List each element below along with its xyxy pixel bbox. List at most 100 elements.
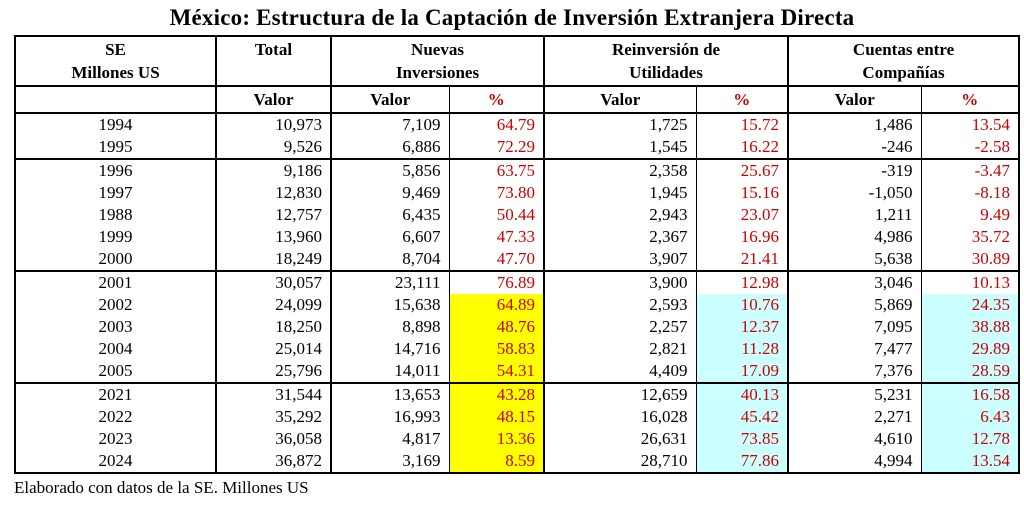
year-cell: 2024: [15, 450, 217, 473]
cuentas-valor-cell: -319: [788, 158, 922, 182]
nuevas-valor-cell: 15,638: [331, 294, 450, 316]
cuentas-pct-cell: 16.58: [921, 382, 1020, 406]
total-valor-cell: 36,058: [216, 428, 332, 450]
page-title: México: Estructura de la Captación de In…: [169, 5, 855, 30]
table-row: 2000 18,249 8,704 47.70 3,907 21.41 5,638 30.89: [15, 248, 1019, 271]
cuentas-pct-cell: 35.72: [971, 227, 1011, 246]
cuentas-pct-cell: 13.54: [921, 450, 1020, 473]
table-row: 1994 10,973 7,109 64.79 1,725 15.72 1,486 13.54: [15, 113, 1019, 136]
reinversion-pct-cell: 15.72: [696, 113, 790, 136]
total-valor-cell: 9,186: [216, 158, 332, 182]
year-cell: 2004: [15, 338, 217, 360]
cuentas-valor-cell: 3,046: [788, 270, 922, 294]
reinversion-pct-cell: 12.37: [696, 316, 790, 338]
reinversion-pct-cell: 16.96: [696, 226, 790, 248]
header-se-millones: SE Millones US: [15, 36, 217, 87]
reinversion-valor-cell: 2,367: [544, 226, 697, 248]
table-row: 1995 9,526 6,886 72.29 1,545 16.22 -246 -2.58: [15, 136, 1019, 159]
nuevas-pct-cell: 76.89: [449, 270, 545, 294]
cuentas-pct-cell: -8.18: [974, 183, 1011, 202]
table-row: 2023 36,058 4,817 13.36 26,631 73.85 4,610 12.7…: [15, 428, 1020, 450]
nuevas-pct-cell: 47.70: [449, 248, 545, 271]
cuentas-valor-cell: 5,231: [788, 382, 922, 406]
table-row: 2004 25,014 14,716 58.83 2,821 11.28 7,477 29.8…: [15, 338, 1020, 360]
reinversion-valor-cell: 1,945: [544, 182, 697, 204]
nuevas-pct-cell: 47.33: [449, 226, 545, 248]
header-sub-row: Valor Valor % Valor % Valor %: [15, 86, 1020, 114]
header-total-valor: Valor: [216, 86, 332, 114]
year-cell: 1997: [15, 182, 217, 204]
cuentas-valor-cell: 4,610: [788, 428, 922, 450]
total-valor-cell: 18,249: [216, 248, 332, 271]
nuevas-pct-cell: 48.15: [449, 406, 545, 428]
reinversion-pct-cell: 12.98: [696, 270, 790, 294]
nuevas-valor-cell: 6,886: [331, 136, 450, 159]
table-row: 2003 18,250 8,898 48.76 2,257 12.37 7,095 38.88: [15, 316, 1020, 338]
reinversion-pct-cell: 23.07: [696, 204, 790, 226]
reinversion-valor-cell: 3,900: [544, 270, 697, 294]
year-cell: 1996: [15, 158, 217, 182]
nuevas-valor-cell: 7,109: [331, 113, 450, 136]
header-nuevas-pct: %: [449, 86, 545, 114]
year-cell: 1988: [15, 204, 217, 226]
table-row: 1996 9,186 5,856 63.75 2,358 25.67 -319 -3.47: [15, 158, 1020, 182]
cuentas-pct-cell: 28.59: [921, 360, 1020, 383]
year-cell: 2023: [15, 428, 217, 450]
nuevas-pct-cell: 48.76: [449, 316, 545, 338]
reinversion-pct-cell: 77.86: [696, 450, 790, 473]
reinversion-valor-cell: 2,593: [544, 294, 697, 316]
reinversion-pct-cell: 21.41: [696, 248, 790, 271]
total-valor-cell: 24,099: [216, 294, 332, 316]
year-cell: 2003: [15, 316, 217, 338]
reinversion-valor-cell: 2,358: [544, 158, 697, 182]
nuevas-pct-cell: 64.89: [449, 294, 545, 316]
cuentas-valor-cell: -1,050: [788, 182, 922, 204]
reinversion-valor-cell: 4,409: [544, 360, 697, 383]
total-valor-cell: 25,796: [216, 360, 332, 383]
year-cell: 2002: [15, 294, 217, 316]
header-empty-cell: [15, 86, 217, 114]
cuentas-pct-cell: -3.47: [921, 158, 1020, 182]
nuevas-valor-cell: 6,607: [331, 226, 450, 248]
reinversion-pct-cell: 73.85: [696, 428, 790, 450]
table-row: 2001 30,057 23,111 76.89 3,900 12.98 3,046 10.1…: [15, 270, 1020, 294]
year-cell: 1995: [15, 136, 217, 159]
total-valor-cell: 13,960: [216, 226, 332, 248]
total-valor-cell: 10,973: [216, 113, 332, 136]
total-valor-cell: 18,250: [216, 316, 332, 338]
reinversion-valor-cell: 1,725: [544, 113, 697, 136]
nuevas-valor-cell: 8,898: [331, 316, 450, 338]
year-cell: 2001: [15, 270, 217, 294]
total-valor-cell: 9,526: [216, 136, 332, 159]
cuentas-valor-cell: 2,271: [788, 406, 922, 428]
total-valor-cell: 30,057: [216, 270, 332, 294]
table-row: 2021 31,544 13,653 43.28 12,659 40.13 5,231 16.…: [15, 382, 1020, 406]
total-valor-cell: 12,830: [216, 182, 332, 204]
cuentas-pct-cell: 6.43: [921, 406, 1020, 428]
reinversion-valor-cell: 12,659: [544, 382, 697, 406]
reinversion-valor-cell: 16,028: [544, 406, 697, 428]
cuentas-valor-cell: -246: [788, 136, 922, 159]
cuentas-pct-cell: 29.89: [921, 338, 1020, 360]
cuentas-pct-cell: 24.35: [921, 294, 1020, 316]
table-row: 2002 24,099 15,638 64.89 2,593 10.76 5,869 24.3…: [15, 294, 1020, 316]
nuevas-valor-cell: 14,011: [331, 360, 450, 383]
nuevas-pct-cell: 73.80: [449, 182, 545, 204]
year-cell: 2005: [15, 360, 217, 383]
nuevas-valor-cell: 14,716: [331, 338, 450, 360]
nuevas-valor-cell: 23,111: [331, 270, 450, 294]
reinversion-valor-cell: 1,545: [544, 136, 697, 159]
fdi-table: SE Millones US Total Nuevas Inversiones …: [14, 35, 1021, 474]
nuevas-valor-cell: 13,653: [331, 382, 450, 406]
reinversion-valor-cell: 3,907: [544, 248, 697, 271]
cuentas-pct-cell: 13.54: [971, 115, 1011, 134]
reinversion-pct-cell: 17.09: [696, 360, 790, 383]
nuevas-pct-cell: 8.59: [449, 450, 545, 473]
header-nuevas-line1: Nuevas: [411, 40, 464, 59]
cuentas-valor-cell: 7,477: [788, 338, 922, 360]
cuentas-valor-cell: 5,869: [788, 294, 922, 316]
reinversion-valor-cell: 26,631: [544, 428, 697, 450]
cuentas-valor-cell: 4,986: [788, 226, 922, 248]
reinversion-pct-cell: 10.76: [696, 294, 790, 316]
